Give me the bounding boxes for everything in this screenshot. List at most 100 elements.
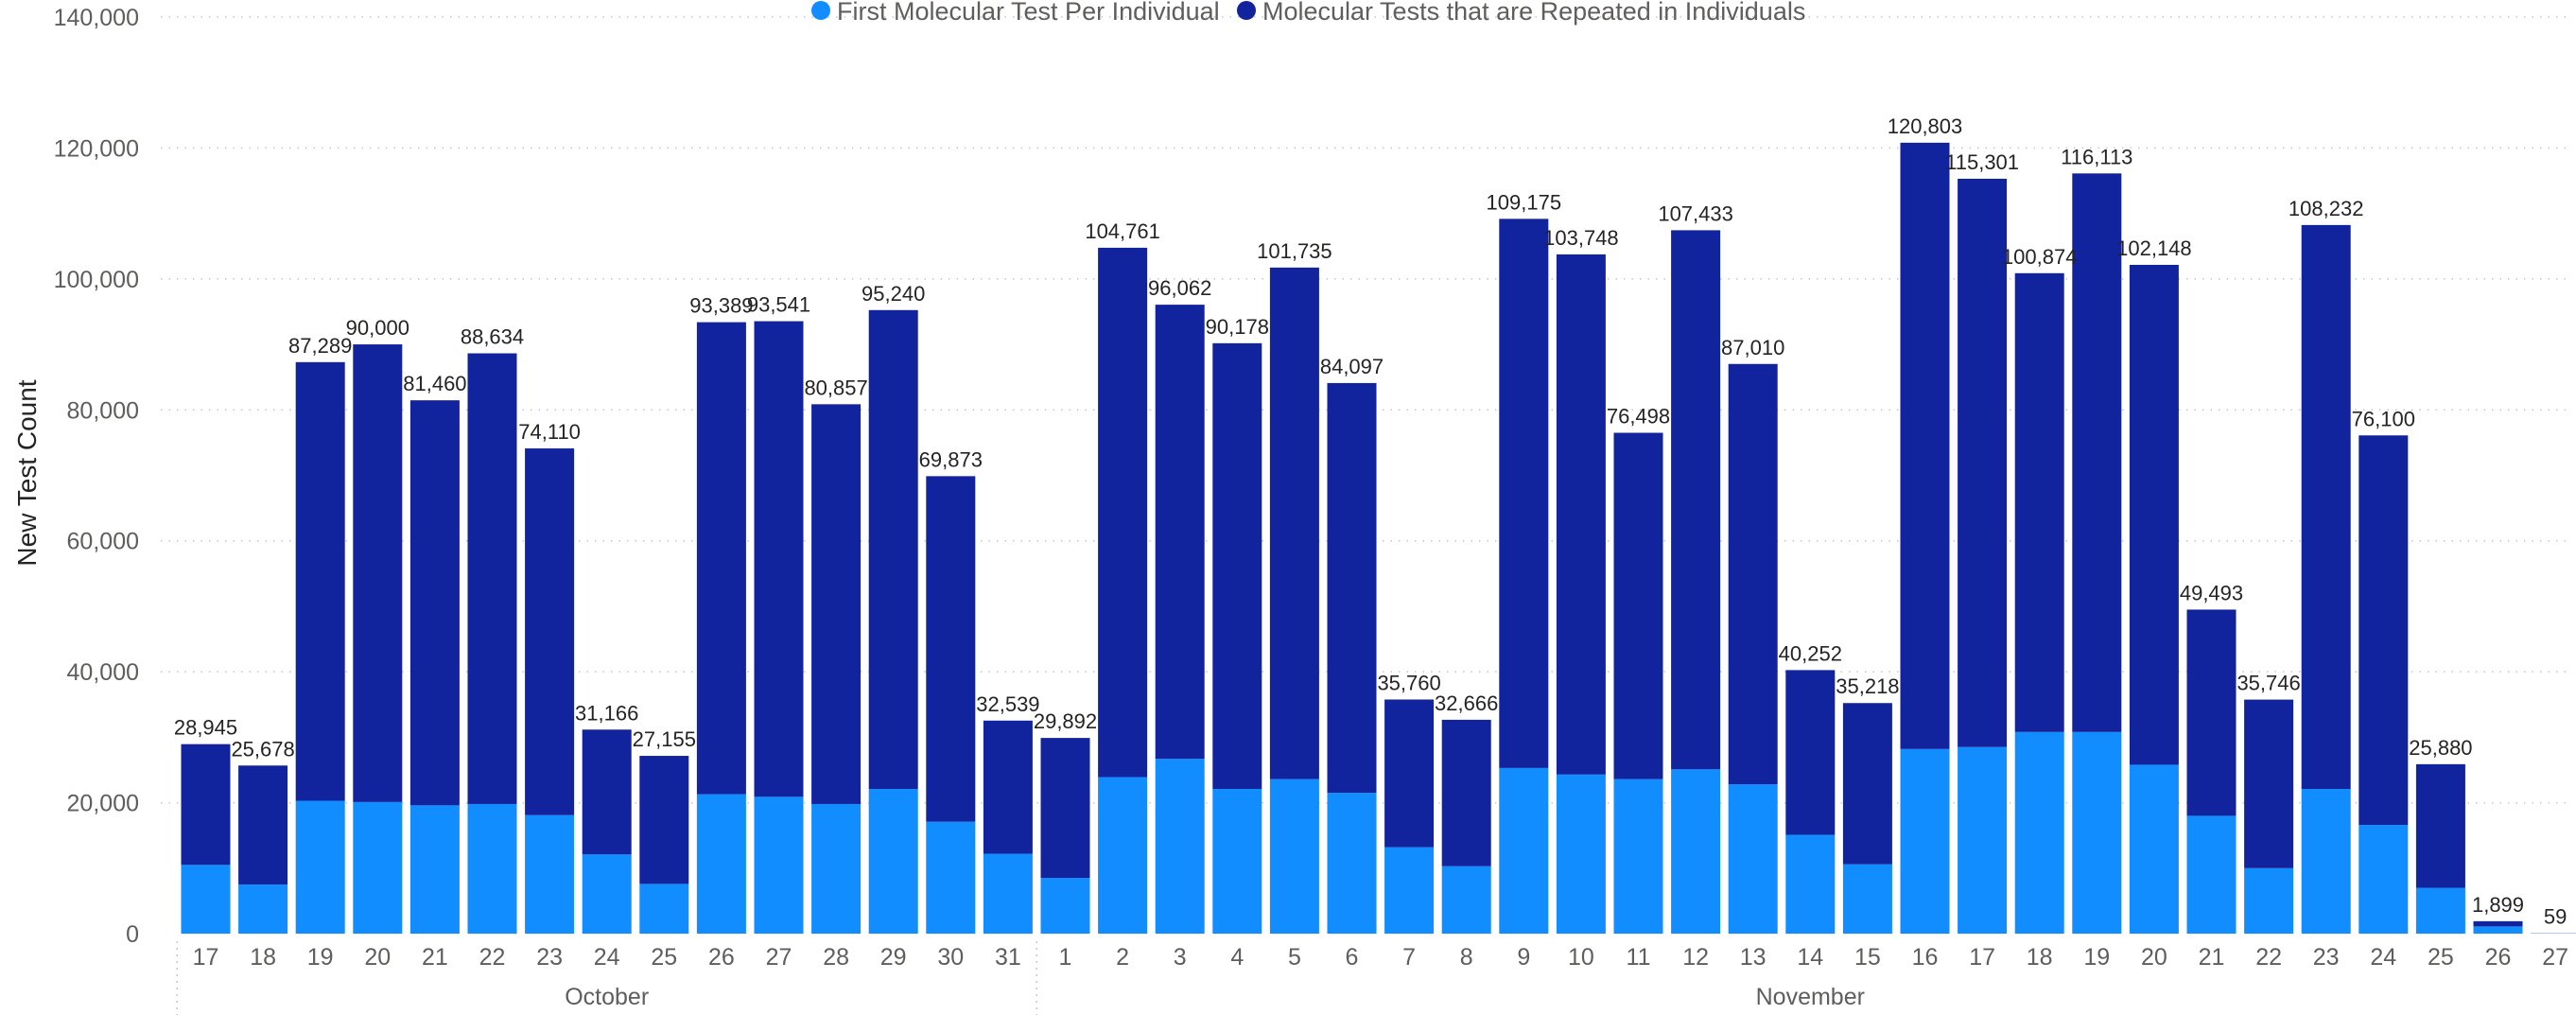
- bar-repeated-test: [2415, 763, 2465, 888]
- bar-first-test: [2415, 887, 2465, 934]
- total-data-label: 107,433: [1658, 201, 1733, 225]
- x-tick-label: 16: [1912, 944, 1939, 971]
- x-tick-label: 6: [1346, 944, 1359, 971]
- total-data-label: 84,097: [1320, 355, 1384, 378]
- x-tick-label: 21: [422, 944, 448, 971]
- legend-marker: [811, 1, 830, 20]
- bar-first-test: [2301, 789, 2351, 934]
- x-tick-label: 9: [1517, 944, 1530, 971]
- total-data-label: 35,760: [1377, 671, 1440, 694]
- x-axis: 17 18 19 20 21 22 23 24 25 26 27 28 29 30 31 1 2 3 4 5 6 7 8 9 1…: [176, 941, 2568, 1015]
- total-data-label: 103,748: [1543, 226, 1619, 250]
- bar-repeated-test: [1155, 305, 1205, 760]
- total-data-label: 90,000: [346, 316, 409, 340]
- bar-first-test: [1499, 767, 1549, 934]
- legend-item[interactable]: Molecular Tests that are Repeated in Ind…: [1237, 0, 1805, 26]
- total-data-label: 120,803: [1888, 114, 1963, 138]
- legend-item[interactable]: First Molecular Test Per Individual: [811, 0, 1220, 26]
- x-tick-label: 25: [2428, 944, 2454, 971]
- x-tick-label: 26: [2485, 944, 2512, 971]
- bar-repeated-test: [582, 729, 632, 855]
- bar-repeated-test: [1728, 363, 1778, 785]
- bar-first-test: [181, 865, 231, 934]
- month-label: October: [565, 984, 649, 1010]
- x-tick-label: 23: [536, 944, 563, 971]
- total-data-label: 81,460: [403, 372, 466, 395]
- bar-first-test: [2129, 764, 2179, 934]
- total-data-label: 69,873: [919, 447, 983, 471]
- bar-first-test: [2244, 867, 2294, 934]
- bar-first-test: [639, 884, 689, 934]
- bar-repeated-test: [639, 756, 689, 884]
- bar-repeated-test: [1900, 142, 1950, 749]
- bar-repeated-test: [238, 765, 288, 885]
- total-data-label: 1,899: [2472, 893, 2524, 917]
- total-data-label: 35,218: [1836, 674, 1899, 698]
- bar-repeated-test: [467, 353, 517, 804]
- bar-repeated-test: [1499, 219, 1549, 768]
- x-tick-label: 15: [1854, 944, 1881, 971]
- bar-repeated-test: [926, 476, 976, 822]
- bar-first-test: [582, 854, 632, 934]
- y-tick-label: 140,000: [54, 5, 139, 31]
- bar-first-test: [2186, 815, 2237, 934]
- bar-first-test: [525, 814, 575, 934]
- bar-first-test: [754, 796, 804, 934]
- bar-repeated-test: [2129, 264, 2179, 765]
- y-tick-label: 20,000: [67, 791, 139, 817]
- total-data-label: 35,746: [2237, 672, 2300, 695]
- bar-repeated-test: [1556, 254, 1606, 775]
- total-data-label: 93,541: [747, 293, 810, 317]
- x-tick-label: 20: [2141, 944, 2167, 971]
- bar-first-test: [1155, 759, 1205, 934]
- bar-first-test: [1441, 866, 1491, 934]
- bar-repeated-test: [983, 720, 1033, 854]
- bar-repeated-test: [2186, 609, 2237, 816]
- bar-first-test: [983, 853, 1033, 934]
- x-tick-label: 17: [1969, 944, 1995, 971]
- total-data-label: 109,175: [1487, 190, 1562, 214]
- total-data-label: 87,010: [1721, 336, 1784, 359]
- bar-repeated-test: [353, 344, 403, 802]
- bar-first-test: [1900, 748, 1950, 934]
- x-tick-label: 26: [708, 944, 735, 971]
- bar-repeated-test: [2473, 920, 2523, 927]
- bar-first-test: [811, 803, 862, 934]
- bar-first-test: [1327, 793, 1377, 934]
- bar-repeated-test: [181, 744, 231, 866]
- bar-first-test: [1212, 789, 1262, 934]
- bar-first-test: [295, 800, 345, 934]
- bar-first-test: [409, 805, 460, 934]
- bar-repeated-test: [2072, 173, 2122, 732]
- bar-repeated-test: [1212, 342, 1262, 790]
- bar-repeated-test: [2244, 699, 2294, 868]
- x-tick-label: 23: [2313, 944, 2340, 971]
- x-tick-label: 13: [1740, 944, 1767, 971]
- legend[interactable]: First Molecular Test Per Individual Molec…: [811, 0, 1805, 26]
- x-tick-label: 3: [1174, 944, 1187, 971]
- y-axis-title: New Test Count: [12, 379, 42, 566]
- bar-repeated-test: [2014, 272, 2064, 732]
- x-tick-label: 7: [1402, 944, 1416, 971]
- x-tick-label: 29: [880, 944, 907, 971]
- bar-first-test: [2072, 731, 2122, 934]
- bar-repeated-test: [811, 404, 862, 804]
- bar-repeated-test: [295, 361, 345, 801]
- bar-repeated-test: [1384, 699, 1435, 848]
- total-data-label: 102,148: [2116, 236, 2192, 260]
- total-data-label: 108,232: [2289, 197, 2364, 220]
- bar-first-test: [1842, 864, 1892, 934]
- bar-repeated-test: [2301, 224, 2351, 790]
- month-label: November: [1756, 984, 1865, 1010]
- bar-repeated-test: [1098, 247, 1148, 778]
- y-tick-label: 0: [126, 921, 139, 948]
- x-tick-label: 19: [307, 944, 334, 971]
- bar-repeated-test: [1671, 230, 1721, 770]
- x-tick-label: 31: [995, 944, 1021, 971]
- total-data-label: 87,289: [288, 334, 352, 358]
- total-data-label: 25,880: [2409, 736, 2472, 760]
- x-tick-label: 30: [937, 944, 964, 971]
- y-tick-label: 60,000: [67, 529, 139, 555]
- bar-repeated-test: [1958, 178, 2008, 747]
